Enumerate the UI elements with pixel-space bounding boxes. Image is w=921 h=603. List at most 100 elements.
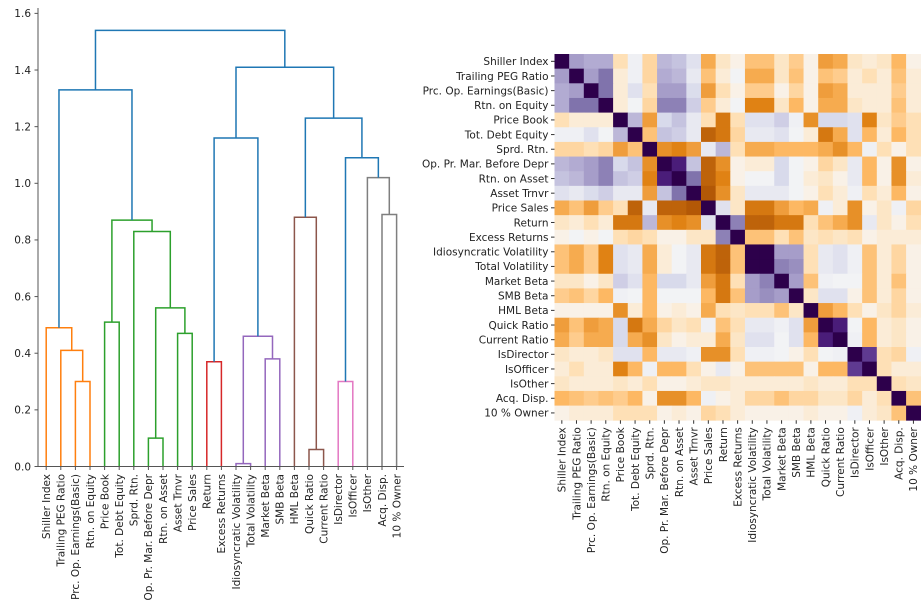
y-ticks: 0.0 0.2 0.4 0.6 0.8 1.0 1.2 1.4 1.6	[14, 8, 38, 473]
heatmap-cell-r3-c10	[701, 97, 717, 113]
heatmap-cell-r3-c9	[686, 97, 702, 113]
heatmap-cell-r21-c18	[818, 361, 834, 377]
heatmap-cell-r24-c12	[730, 405, 746, 421]
heatmap-cell-r13-c20	[847, 244, 863, 260]
heatmap-cell-r1-c9	[686, 68, 702, 84]
heatmap-cell-r19-c20	[847, 332, 863, 348]
heatmap-cell-r20-c21	[862, 347, 878, 363]
row-label-sprd-rtn: Sprd. Rtn.	[496, 144, 548, 156]
heatmap-cell-r22-c6	[642, 376, 658, 392]
heatmap-cell-r8-c13	[744, 171, 760, 187]
heatmap-cell-r4-c24	[906, 112, 921, 128]
heatmap-cell-r1-c24	[906, 68, 921, 84]
row-label-total-volatility: Total Volatility	[474, 261, 548, 273]
heatmap-cell-r8-c21	[862, 171, 878, 187]
heatmap-cell-r9-c10	[701, 185, 717, 201]
heatmap-cell-r13-c8	[671, 244, 687, 260]
heatmap-cell-r7-c19	[832, 156, 848, 172]
heatmap-cell-r1-c12	[730, 68, 746, 84]
heatmap-cell-r19-c18	[818, 332, 834, 348]
heatmap-cell-r7-c6	[642, 156, 658, 172]
heatmap-cell-r4-c7	[657, 112, 673, 128]
heatmap-cell-r6-c22	[876, 141, 892, 157]
heatmap-cell-r19-c1	[569, 332, 585, 348]
heatmap-cell-r24-c8	[671, 405, 687, 421]
y-tick-label: 1.4	[14, 65, 31, 77]
heatmap-cell-r16-c3	[598, 288, 614, 304]
heatmap-cell-r6-c9	[686, 141, 702, 157]
heatmap-cell-r13-c13	[744, 244, 760, 260]
col-label-10-owner: 10 % Owner	[908, 427, 920, 492]
heatmap-cell-r10-c1	[569, 200, 585, 216]
heatmap-cell-r17-c0	[554, 303, 570, 319]
heatmap-cell-r7-c16	[788, 156, 804, 172]
heatmap-cell-r18-c18	[818, 317, 834, 333]
heatmap-cell-r20-c0	[554, 347, 570, 363]
dendrogram-link-c21	[344, 157, 380, 382]
heatmap-cell-r5-c9	[686, 127, 702, 143]
heatmap-cell-r11-c9	[686, 215, 702, 231]
heatmap-cell-r10-c17	[803, 200, 819, 216]
row-label-rtn-on-equity: Rtn. on Equity	[474, 100, 548, 112]
heatmap-cell-r18-c20	[847, 317, 863, 333]
heatmap-cell-r21-c6	[642, 361, 658, 377]
heatmap-cell-r17-c2	[583, 303, 599, 319]
heatmap-cell-r20-c5	[627, 347, 643, 363]
heatmap-cell-r3-c17	[803, 97, 819, 113]
heatmap-cell-r16-c16	[788, 288, 804, 304]
heatmap-cell-r15-c17	[803, 273, 819, 289]
y-tick-label: 0.0	[14, 461, 31, 473]
heatmap-cell-r12-c15	[774, 229, 790, 245]
heatmap-cell-r20-c11	[715, 347, 731, 363]
dendrogram-link-c10	[58, 89, 133, 328]
heatmap-cell-r2-c4	[613, 83, 629, 99]
heatmap-cell-r18-c0	[554, 317, 570, 333]
heatmap-cell-r21-c8	[671, 361, 687, 377]
heatmap-cell-r10-c9	[686, 200, 702, 216]
leaf-label-current-ratio: Current Ratio	[318, 474, 330, 544]
heatmap-cell-r18-c11	[715, 317, 731, 333]
col-label-smb-beta: SMB Beta	[791, 427, 803, 477]
heatmap-cell-r14-c21	[862, 259, 878, 275]
heatmap-cell-r10-c21	[862, 200, 878, 216]
heatmap-cell-r17-c17	[803, 303, 819, 319]
heatmap-cell-r16-c24	[906, 288, 921, 304]
leaf-label-10-owner: 10 % Owner	[391, 473, 403, 538]
heatmap-cell-r9-c4	[613, 185, 629, 201]
row-label-tot-debt-equity: Tot. Debt Equity	[464, 129, 549, 141]
heatmap-cell-r12-c22	[876, 229, 892, 245]
heatmap-cell-r0-c1	[569, 54, 585, 70]
heatmap-cell-r11-c15	[774, 215, 790, 231]
heatmap-cell-r13-c5	[627, 244, 643, 260]
leaf-label-idiosyncratic-volatility: Idiosyncratic Volatility	[231, 474, 243, 589]
heatmap-cell-r1-c20	[847, 68, 863, 84]
heatmap-cell-r5-c23	[891, 127, 907, 143]
heatmap-cell-r5-c19	[832, 127, 848, 143]
heatmap-cell-r12-c2	[583, 229, 599, 245]
heatmap-cell-r18-c2	[583, 317, 599, 333]
heatmap-cell-r24-c22	[876, 405, 892, 421]
heatmap-cell-r16-c18	[818, 288, 834, 304]
leaf-label-acq-disp: Acq. Disp.	[377, 474, 389, 527]
heatmap-cell-r7-c13	[744, 156, 760, 172]
heatmap-cell-r14-c14	[759, 259, 775, 275]
heatmap-cell-r21-c2	[583, 361, 599, 377]
heatmap-cell-r4-c21	[862, 112, 878, 128]
col-label-hml-beta: HML Beta	[806, 427, 818, 477]
heatmap-cell-r8-c0	[554, 171, 570, 187]
heatmap-cell-r18-c12	[730, 317, 746, 333]
heatmap-cell-r7-c9	[686, 156, 702, 172]
heatmap-cell-r6-c5	[627, 141, 643, 157]
heatmap-cell-r6-c10	[701, 141, 717, 157]
heatmap-cell-r24-c7	[657, 405, 673, 421]
heatmap-cell-r23-c18	[818, 390, 834, 406]
y-tick-label: 0.2	[14, 405, 31, 417]
heatmap-cell-r19-c5	[627, 332, 643, 348]
row-label-price-sales: Price Sales	[492, 203, 549, 215]
heatmap-cell-r7-c7	[657, 156, 673, 172]
heatmap-cell-r15-c2	[583, 273, 599, 289]
heatmap-cell-r5-c6	[642, 127, 658, 143]
heatmap-cell-r21-c22	[876, 361, 892, 377]
heatmap-cell-r4-c18	[818, 112, 834, 128]
